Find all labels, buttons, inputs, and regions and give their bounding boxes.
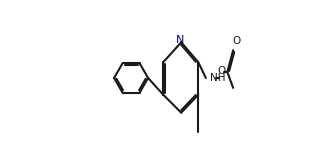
Text: N: N (176, 35, 185, 45)
Text: NH: NH (210, 73, 226, 83)
Text: O: O (232, 36, 241, 46)
Text: O: O (217, 66, 225, 76)
